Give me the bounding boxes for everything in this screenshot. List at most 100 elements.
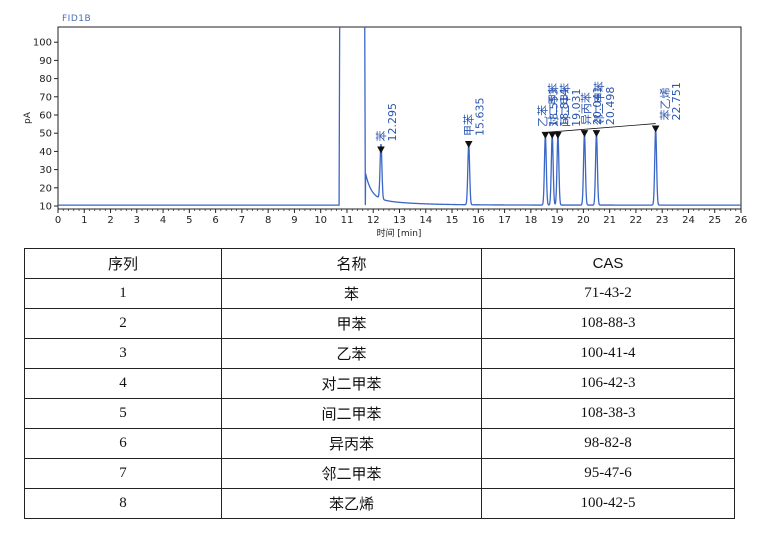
peak-time-label: 19.031 [570,88,583,127]
row-cas: 108-88-3 [481,308,735,339]
table-header-row: 序列 名称 CAS [24,248,735,279]
table-row: 4 对二甲苯 106-42-3 [24,368,735,399]
peak-name-label: 苯 [374,130,388,141]
row-cas: 100-42-5 [481,488,735,519]
x-tick-label: 18 [524,215,537,226]
y-tick-label: 30 [39,165,52,176]
x-tick-label: 17 [498,215,511,226]
row-index: 6 [24,428,222,459]
peak-marker [651,125,660,133]
row-index: 4 [24,368,222,399]
peak-name-label: 邻二甲苯 [592,81,606,125]
x-tick-label: 19 [551,215,564,226]
x-tick-label: 22 [630,215,643,226]
x-tick-label: 16 [472,215,485,226]
peak-time-label: 15.635 [474,98,487,137]
y-tick-label: 80 [39,74,52,85]
x-tick-label: 23 [656,215,669,226]
peak-marker [464,141,473,149]
peak-name-label: 间二甲苯 [558,83,572,127]
peak-time-label: 20.041 [591,87,604,126]
x-tick-label: 9 [291,215,297,226]
row-cas: 106-42-3 [481,368,735,399]
x-tick-label: 3 [134,215,140,226]
peak-label: 苯12.295 [374,103,399,142]
peak-marker [554,131,562,139]
row-index: 2 [24,308,222,339]
row-cas: 71-43-2 [481,278,735,309]
row-name: 邻二甲苯 [221,458,482,489]
peak-name-label: 苯乙烯 [658,88,672,121]
x-tick-label: 12 [367,215,380,226]
detector-label: FID1B [62,14,91,24]
x-tick-label: 24 [682,215,695,226]
row-name: 对二甲苯 [221,368,482,399]
chromatogram-trace [58,27,741,206]
peak-name-label: 异丙苯 [579,92,593,125]
x-axis: 0 1 2 3 4 5 6 7 8 9 10 11 12 13 14 15 16 17 18 19 20 21 22 23 24… [55,209,748,226]
x-tick-label: 13 [393,215,406,226]
peak-marker [580,130,589,138]
x-tick-label: 15 [446,215,459,226]
peak-name-label: 甲苯 [462,114,476,136]
y-tick-label: 50 [39,129,52,140]
table-row: 7 邻二甲苯 95-47-6 [24,458,735,489]
header-index: 序列 [24,248,222,279]
row-index: 8 [24,488,222,519]
row-cas: 95-47-6 [481,458,735,489]
row-name: 异丙苯 [221,428,482,459]
y-tick-label: 10 [39,202,52,213]
x-tick-label: 2 [107,215,113,226]
x-tick-label: 4 [160,215,166,226]
row-name: 间二甲苯 [221,398,482,429]
y-tick-label: 70 [39,92,52,103]
x-tick-label: 11 [341,215,354,226]
x-axis-title: 时间 [min] [377,227,422,239]
peak-marker [541,131,550,139]
peak-name-label: 对二甲苯 [546,83,560,127]
x-tick-label: 1 [81,215,87,226]
table-row: 8 苯乙烯 100-42-5 [24,488,735,519]
table-row: 1 苯 71-43-2 [24,278,735,309]
row-name: 苯乙烯 [221,488,482,519]
x-tick-label: 26 [735,215,748,226]
peak-marker [548,131,557,139]
table-row: 3 乙苯 100-41-4 [24,338,735,369]
row-cas: 100-41-4 [481,338,735,369]
peak-time-label: 20.498 [604,87,617,126]
x-tick-label: 10 [314,215,327,226]
y-tick-label: 20 [39,183,52,194]
peak-time-label: 12.295 [386,103,399,142]
y-axis: 10 20 30 40 50 60 70 80 90 100 [33,38,58,213]
row-name: 甲苯 [221,308,482,339]
peak-time-label: 18.814 [558,88,571,127]
row-index: 3 [24,338,222,369]
peak-markers [377,123,660,154]
x-tick-label: 5 [186,215,192,226]
table-row: 5 间二甲苯 108-38-3 [24,398,735,429]
plot-frame [57,26,742,210]
y-tick-label: 60 [39,111,52,122]
row-name: 乙苯 [221,338,482,369]
x-tick-label: 25 [708,215,721,226]
x-tick-label: 6 [212,215,218,226]
y-axis-title: pA [23,111,33,124]
y-tick-label: 100 [33,38,52,49]
y-tick-label: 90 [39,56,52,67]
x-tick-label: 21 [603,215,616,226]
compound-table: 序列 名称 CAS 1 苯 71-43-2 2 甲苯 108-88-3 3 乙苯 100-4… [24,248,735,519]
table-row: 2 甲苯 108-88-3 [24,308,735,339]
peak-time-label: 18.553 [548,88,561,127]
header-cas: CAS [481,248,735,279]
row-index: 1 [24,278,222,309]
x-tick-label: 7 [239,215,245,226]
row-cas: 108-38-3 [481,398,735,429]
